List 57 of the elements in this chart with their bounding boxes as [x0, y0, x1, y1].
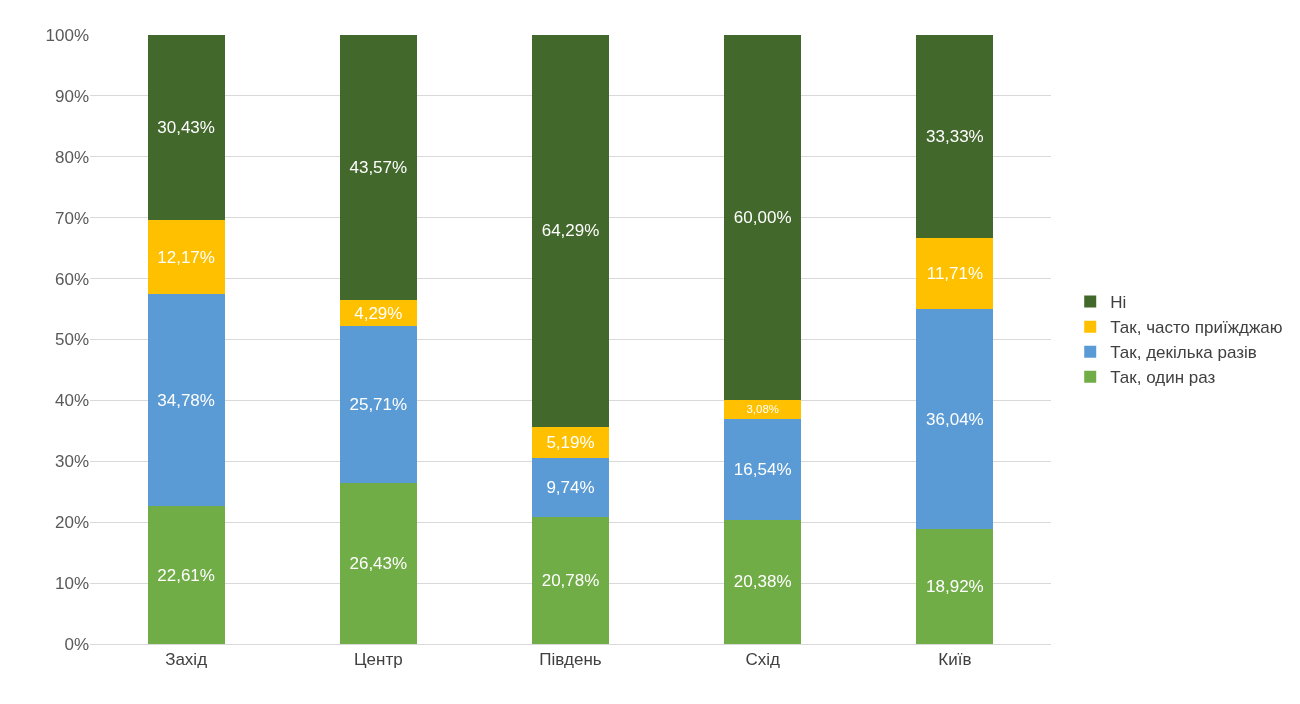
bar	[916, 309, 994, 529]
bar	[339, 483, 417, 644]
legend-label: Так, один раз	[1110, 368, 1216, 388]
y-tick-label: 0%	[64, 634, 89, 654]
x-tick-label: Південь	[539, 650, 602, 670]
data-label: 64,29%	[541, 221, 600, 241]
x-tick-label: Центр	[353, 650, 403, 670]
y-tick-label: 30%	[54, 452, 89, 472]
legend-label: Так, декілька разів	[1110, 343, 1257, 363]
bar	[147, 35, 225, 221]
bar	[916, 237, 994, 310]
y-tick-label: 20%	[54, 513, 89, 533]
data-label: 9,74%	[546, 478, 595, 498]
bar	[532, 458, 609, 518]
bar	[147, 294, 225, 507]
y-tick-label: 70%	[54, 208, 89, 228]
y-tick-label: 10%	[54, 574, 89, 594]
legend-label: Ні	[1110, 293, 1127, 313]
data-label: 12,17%	[157, 247, 215, 267]
bar	[532, 517, 609, 644]
bar	[532, 35, 609, 427]
x-tick-label: Схід	[745, 650, 781, 670]
data-label: 16,54%	[733, 460, 792, 480]
data-label: 34,78%	[157, 390, 215, 410]
bar	[724, 519, 802, 644]
y-tick-label: 100%	[45, 25, 89, 45]
data-label: 60,00%	[733, 208, 792, 228]
legend-label: Так, часто приїжджаю	[1110, 318, 1283, 338]
data-label: 30,43%	[157, 118, 215, 138]
bar	[147, 506, 225, 644]
y-tick-label: 90%	[54, 86, 89, 106]
data-label: 22,61%	[157, 565, 215, 585]
data-label: 33,33%	[926, 126, 984, 146]
y-tick-label: 50%	[54, 330, 89, 350]
data-label: 18,92%	[926, 576, 984, 596]
bar	[147, 220, 225, 295]
bar	[916, 528, 994, 644]
data-label: 5,19%	[546, 432, 595, 452]
data-label: 11,71%	[926, 264, 984, 284]
y-tick-label: 80%	[54, 147, 89, 167]
x-tick-label: Київ	[938, 650, 972, 670]
data-label: 3,08%	[746, 403, 779, 416]
y-tick-label: 60%	[54, 269, 89, 289]
x-tick-label: Захід	[165, 650, 208, 670]
data-label: 20,78%	[541, 571, 600, 591]
y-tick-label: 40%	[54, 391, 89, 411]
data-label: 25,71%	[349, 395, 408, 415]
bar	[339, 326, 417, 484]
data-label: 26,43%	[349, 554, 408, 574]
bar	[916, 35, 994, 238]
bar	[339, 35, 417, 301]
data-label: 43,57%	[349, 158, 408, 178]
data-label: 4,29%	[354, 303, 403, 323]
bar	[724, 35, 802, 401]
data-label: 36,04%	[926, 409, 984, 429]
bar	[724, 419, 802, 520]
data-label: 20,38%	[733, 572, 792, 592]
